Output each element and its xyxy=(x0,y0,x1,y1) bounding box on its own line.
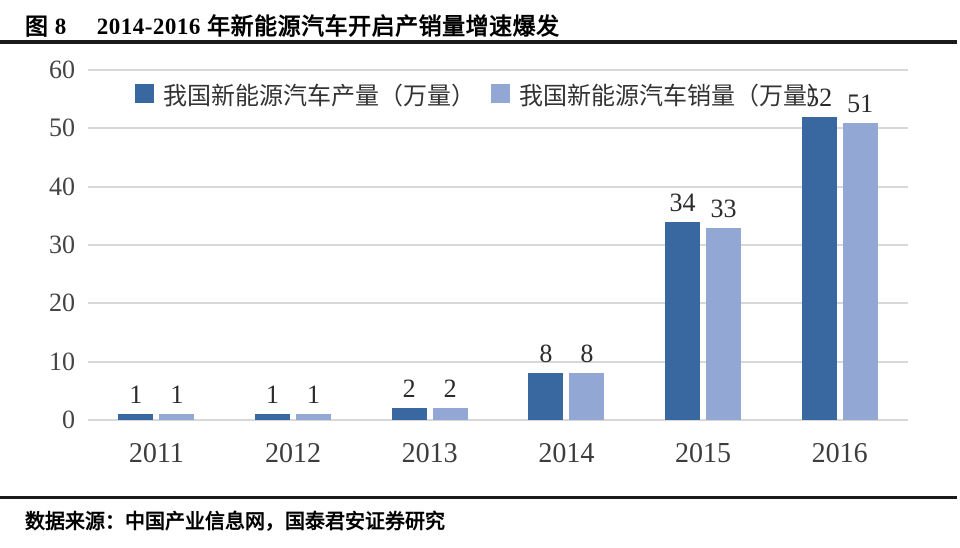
gridline xyxy=(88,302,908,305)
y-axis-tick: 60 xyxy=(49,55,75,84)
legend-color-swatch xyxy=(135,84,154,103)
chart-legend: 我国新能源汽车产量（万量） 我国新能源汽车销量（万量） xyxy=(135,76,831,111)
gridline xyxy=(88,185,908,188)
gridline xyxy=(88,360,908,363)
gridline xyxy=(88,244,908,246)
bar-sales-2016 xyxy=(842,122,878,420)
bar-value-label: 8 xyxy=(539,339,553,369)
bar-sales-2014 xyxy=(569,373,605,420)
legend-item: 我国新能源汽车销量（万量） xyxy=(491,76,831,111)
bar-value-label: 1 xyxy=(129,380,143,410)
bar-value-label: 34 xyxy=(669,187,696,217)
bar-value-label: 8 xyxy=(580,339,594,369)
bar-sales-2012 xyxy=(296,414,331,420)
figure-title: 图 8 2014-2016 年新能源汽车开启产销量增速爆发 xyxy=(25,7,560,41)
x-axis-tick: 2014 xyxy=(538,438,595,469)
gridline xyxy=(88,419,908,421)
bar-sales-2013 xyxy=(432,408,468,420)
bar-value-label: 1 xyxy=(170,380,184,410)
bar-sales-2015 xyxy=(706,227,741,420)
x-axis-tick: 2011 xyxy=(128,438,184,469)
bar-value-label: 1 xyxy=(266,380,279,410)
y-axis-tick: 10 xyxy=(49,346,75,376)
bar-value-label: 52 xyxy=(806,82,833,112)
bar-sales-2011 xyxy=(159,414,195,420)
y-axis-tick: 30 xyxy=(49,230,75,259)
legend-label: 我国新能源汽车销量（万量） xyxy=(519,84,831,110)
x-axis-tick: 2013 xyxy=(401,438,458,469)
bar-value-label: 2 xyxy=(402,374,416,404)
y-axis-tick: 50 xyxy=(49,113,75,143)
bar-production-2014 xyxy=(528,373,564,420)
bar-value-label: 2 xyxy=(443,374,457,404)
y-axis-tick: 0 xyxy=(62,405,75,434)
source-divider xyxy=(0,496,957,499)
bar-production-2015 xyxy=(665,221,700,420)
legend-color-swatch xyxy=(491,84,510,103)
title-divider xyxy=(0,40,957,44)
bar-production-2013 xyxy=(391,408,427,420)
bar-value-label: 51 xyxy=(847,88,874,118)
bar-value-label: 33 xyxy=(710,193,737,223)
y-axis-tick: 40 xyxy=(49,171,75,201)
x-axis-tick: 2016 xyxy=(811,438,868,469)
bar-production-2012 xyxy=(255,414,290,420)
x-axis-tick: 2015 xyxy=(675,438,731,469)
gridline xyxy=(88,69,908,71)
figure-title-text: 2014-2016 年新能源汽车开启产销量增速爆发 xyxy=(96,14,560,39)
bar-production-2011 xyxy=(118,414,154,420)
bar-production-2016 xyxy=(801,116,837,420)
figure-number: 图 8 xyxy=(25,14,67,39)
bar-value-label: 1 xyxy=(307,380,320,410)
data-source-text: 数据来源：中国产业信息网，国泰君安证券研究 xyxy=(25,511,445,533)
x-axis-tick: 2012 xyxy=(265,438,321,469)
y-axis-tick: 20 xyxy=(49,288,75,318)
legend-label: 我国新能源汽车产量（万量） xyxy=(163,84,475,110)
legend-item: 我国新能源汽车产量（万量） xyxy=(135,76,475,111)
gridline xyxy=(88,127,908,130)
